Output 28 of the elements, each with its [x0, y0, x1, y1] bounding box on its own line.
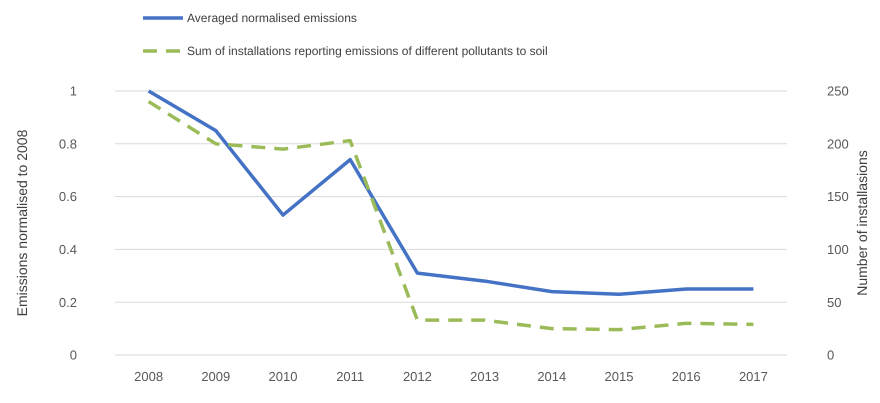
- y-tick-label: 0.2: [58, 294, 77, 310]
- x-tick-label: 2011: [336, 369, 364, 384]
- x-tick-label: 2017: [738, 369, 768, 384]
- x-tick-label: 2009: [201, 369, 230, 384]
- y2-axis-title: Number of installasions: [854, 150, 870, 296]
- y-tick-label: 0.4: [58, 242, 77, 257]
- x-tick-label: 2016: [672, 369, 701, 384]
- x-tick-label: 2014: [537, 369, 566, 384]
- y2-tick-label: 200: [827, 136, 849, 152]
- y2-tick-label: 50: [827, 294, 842, 310]
- x-tick-label: 2010: [268, 369, 298, 384]
- x-tick-label: 2013: [470, 369, 500, 384]
- legend-label: Sum of installations reporting emissions of different pollutants to soil: [187, 44, 548, 58]
- y2-tick-label: 100: [827, 242, 849, 257]
- y2-tick-label: 250: [827, 84, 849, 99]
- y-tick-label: 0.8: [58, 136, 77, 152]
- line-series: [146, 100, 756, 332]
- x-tick-label: 2008: [134, 369, 164, 384]
- legend-label: Averaged normalised emissions: [187, 11, 357, 26]
- y-tick-label: 0: [70, 348, 77, 363]
- y-axis-title: Emissions normalised to 2008: [14, 129, 30, 316]
- x-tick-label: 2012: [402, 369, 432, 384]
- x-tick-label: 2015: [604, 369, 634, 384]
- line-series: [146, 89, 756, 296]
- y2-tick-label: 150: [827, 189, 849, 204]
- y-tick-label: 1: [70, 84, 77, 99]
- y-tick-label: 0.6: [58, 189, 77, 204]
- y2-tick-label: 0: [827, 348, 834, 363]
